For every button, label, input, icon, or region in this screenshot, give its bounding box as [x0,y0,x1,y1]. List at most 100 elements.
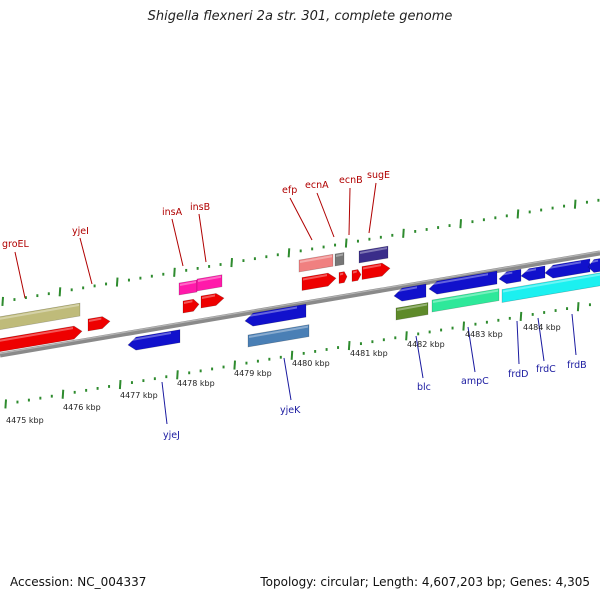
gene-label-blc: blc [417,382,431,393]
gene-frd-cyan-arrow-sheen [503,273,600,293]
gene-sugE-purple-arrow-shape [358,245,389,264]
gene-frdD-arrow [498,268,522,285]
gene-yjeI-arrow [87,316,111,332]
leader-line-efp [289,197,313,241]
gene-label-groEL: groEL [2,239,30,250]
forward-track-major-tick [287,248,291,258]
leader-line-frdC [537,317,545,362]
gene-frdC-arrow-sheen [522,268,536,273]
gene-insA-red-arrow-sheen [184,300,193,304]
reverse-track-major-tick [519,311,523,321]
gene-label-insA: insA [162,207,183,218]
leader-line-insA [171,218,184,267]
gene-ampC-green-arrow [431,288,500,313]
gene-features [0,245,600,352]
leader-line-frdB [571,313,577,356]
gene-frdA-arrow-shape [587,258,600,273]
gene-yjeI-arrow-shape [87,316,111,332]
gene-sugE-purple-arrow [358,245,389,264]
gene-efp-red-arrow-sheen [303,274,327,281]
leader-line-ampC [467,326,476,373]
gene-frdB-arrow-sheen [546,261,581,270]
genome-summary-text: Topology: circular; Length: 4,607,203 bp… [260,575,590,589]
gene-insB-pink-arrow [196,274,223,292]
map-title: Shigella flexneri 2a str. 301, complete … [147,9,453,24]
gene-groEL-main-arrow-sheen [0,327,73,342]
gene-frdC-arrow [520,265,546,281]
label-leader-lines [14,182,577,425]
gene-insB-red-arrow-shape [200,293,225,309]
leader-line-sugE [368,182,377,234]
forward-track-major-tick [230,257,233,268]
gene-frdD-arrow-shape [498,268,522,285]
leader-line-frdD [516,320,520,365]
gene-insA-red-arrow [182,298,200,314]
gene-yjeK-arrow [244,303,307,327]
reverse-track-major-tick [4,399,7,409]
gene-ecnA-red-arrow-sheen [340,272,344,276]
gene-ampC-arrow-sheen [430,273,488,286]
gene-frd-cyan-arrow-shape [501,272,600,303]
gene-frdA-arrow [587,258,600,273]
leader-line-yjeJ [161,381,168,425]
gene-frd-cyan-arrow [501,272,600,303]
gene-blc-arrow-shape [393,283,427,302]
forward-track-major-tick [573,199,577,209]
gene-blc-olive-arrow [395,302,429,321]
kbp-label-4480: 4480 kbp [292,359,330,368]
kbp-label-4482: 4482 kbp [407,340,445,349]
gene-insA-pink-arrow [178,279,198,296]
gene-label-yjeK: yjeK [280,405,301,416]
gene-ampC-arrow [428,270,498,295]
gene-sugE-red-arrow-sheen [363,264,381,270]
gene-efp-pink-arrow-sheen [300,255,332,263]
kbp-label-4484: 4484 kbp [523,323,561,332]
gene-yjeJ-arrow [127,329,181,351]
forward-track-major-tick [173,267,176,277]
gene-frdD-arrow-sheen [500,271,513,276]
gene-ecnA-red-arrow [338,271,348,284]
leader-line-ecnA [316,192,335,238]
forward-track-major-tick [115,277,119,287]
gene-frdC-arrow-shape [520,265,546,281]
gene-label-ampC: ampC [461,376,489,387]
leader-line-yjeK [283,357,292,401]
gene-ampC-arrow-shape [428,270,498,295]
genome-backbone [0,250,600,358]
gene-blc-olive-arrow-shape [395,302,429,321]
gene-label-ecnB: ecnB [339,175,363,186]
gene-insB-red-arrow [200,293,225,309]
gene-ecnA-grey-arrow-sheen [336,253,343,257]
gene-label-frdD: frdD [508,369,528,380]
gene-ecnA-grey-arrow [334,252,345,267]
kbp-label-4477: 4477 kbp [120,391,158,400]
gene-yjeK-steel-arrow-shape [247,324,310,348]
gene-insB-pink-arrow-shape [196,274,223,292]
gene-ampC-green-arrow-shape [431,288,500,313]
gene-groEL-main-arrow [0,325,83,352]
kbp-label-4479: 4479 kbp [234,369,272,378]
reverse-track-major-tick [576,302,580,312]
reverse-track-major-tick [347,341,351,351]
reverse-track-major-tick [176,370,179,380]
gene-sugE-red-arrow-shape [361,262,391,280]
gene-label-sugE: sugE [367,170,390,181]
gene-yjeK-steel-arrow-sheen [249,325,308,338]
gene-label-ecnA: ecnA [305,180,329,191]
gene-blc-olive-arrow-sheen [397,303,427,311]
gene-label-efp: efp [282,185,297,196]
reverse-track-major-tick [61,389,65,399]
kbp-label-4483: 4483 kbp [465,330,503,339]
forward-track-major-tick [1,296,4,307]
gene-sugE-red-arrow [361,262,391,280]
gene-yjeK-arrow-sheen [246,306,297,318]
gene-label-frdC: frdC [536,364,556,375]
leader-line-insB [198,213,207,263]
forward-track-major-tick [58,287,62,297]
forward-track-major-tick [402,228,405,238]
accession-text: Accession: NC_004337 [10,575,147,589]
gene-insA-red-arrow-shape [182,298,200,314]
kbp-label-4478: 4478 kbp [177,379,215,388]
gene-ecnB-red-arrow-shape [351,269,362,282]
gene-ampC-green-arrow-sheen [433,289,498,303]
